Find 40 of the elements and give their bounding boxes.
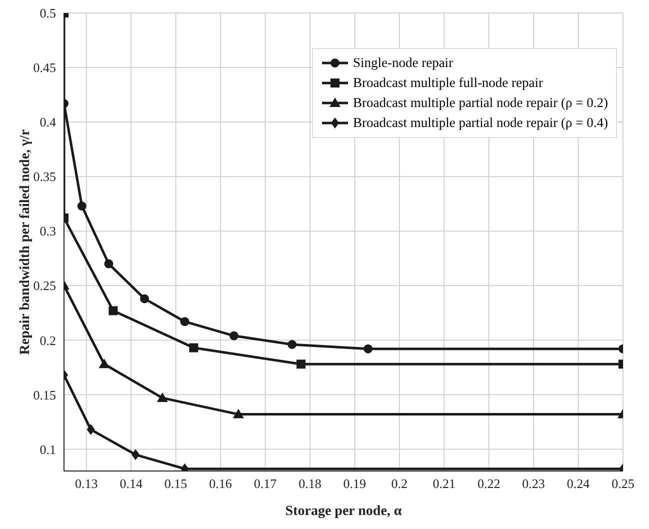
x-tick-label: 0.18	[298, 476, 322, 492]
y-tick-label: 0.5	[40, 6, 56, 21]
y-tick-label: 0.25	[33, 278, 56, 294]
x-axis-title: Storage per node, α	[285, 504, 402, 519]
legend-label: Single-node repair	[352, 54, 454, 72]
x-tick-label: 0.13	[74, 476, 98, 492]
point	[77, 202, 86, 211]
y-axis-title: Repair bandwidth per failed node, γ/r	[18, 129, 33, 355]
y-tick-label: 0.2	[40, 332, 56, 348]
x-tick-label: 0.14	[120, 476, 143, 492]
x-tick-label: 0.23	[522, 476, 545, 492]
point	[140, 294, 149, 304]
point	[364, 344, 373, 354]
x-tick-label: 0.15	[164, 476, 188, 492]
point	[86, 424, 95, 436]
y-tick-label: 0.3	[40, 224, 56, 239]
y-tick-label: 0.35	[33, 169, 56, 184]
point	[156, 392, 168, 402]
legend-label: Broadcast multiple full-node repair	[352, 74, 544, 92]
point	[104, 259, 114, 268]
x-tick-label: 0.17	[254, 476, 278, 492]
x-tick-label: 0.21	[432, 476, 456, 492]
legend-label: Broadcast multiple partial node repair (ρ = 0.4)	[352, 114, 608, 132]
x-tick-label: 0.19	[343, 476, 366, 492]
x-tick-label: 0.2	[391, 476, 408, 492]
legend-label: Broadcast multiple partial node repair (ρ = 0.2)	[352, 94, 608, 112]
y-tick-label: 0.45	[33, 60, 56, 76]
point	[288, 340, 297, 350]
point	[132, 449, 140, 460]
point	[229, 331, 238, 340]
point	[232, 408, 244, 418]
point	[98, 358, 110, 368]
y-tick-label: 0.15	[33, 387, 56, 402]
point	[180, 317, 190, 326]
x-tick-label: 0.22	[477, 476, 500, 492]
x-tick-label: 0.25	[612, 476, 634, 492]
x-tick-label: 0.24	[566, 476, 590, 492]
x-tick-label: 0.16	[209, 476, 232, 492]
y-tick-label: 0.4	[40, 114, 56, 130]
y-tick-label: 0.1	[40, 442, 56, 457]
